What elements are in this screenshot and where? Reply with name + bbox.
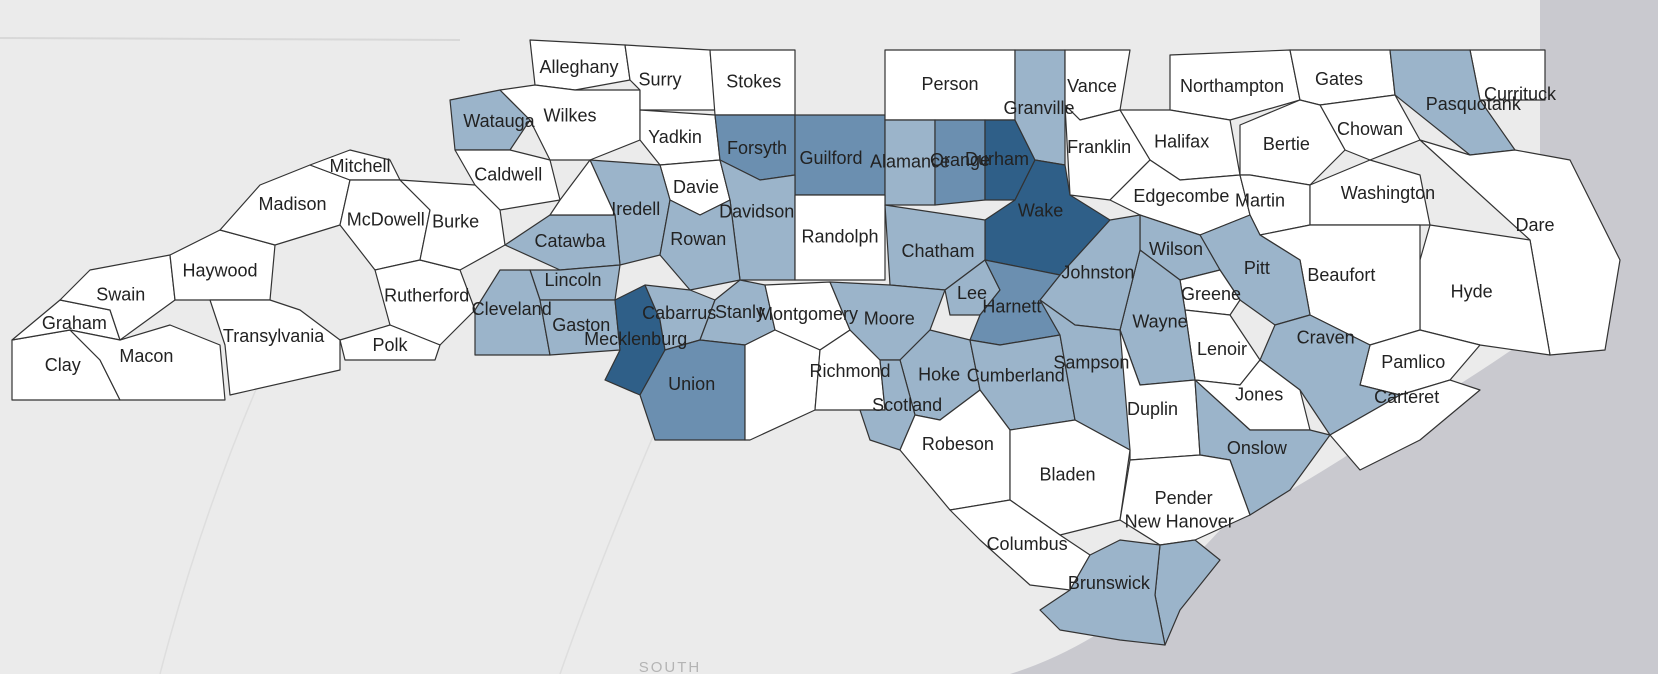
county-yadkin (639, 109, 721, 166)
county-burke (399, 179, 506, 271)
county-lincoln (529, 264, 621, 301)
state-border-line (559, 419, 661, 674)
county-scotland (859, 359, 916, 451)
state-border-line (0, 37, 461, 41)
county-mitchell (309, 149, 401, 181)
county-brunswick (1039, 539, 1166, 646)
county-currituck (1469, 49, 1546, 101)
county-northampton (1169, 49, 1301, 121)
county-guilford (794, 114, 886, 196)
county-carteret (1329, 379, 1481, 471)
county-polk (339, 324, 441, 361)
county-person (884, 49, 1016, 121)
county-pender (1119, 454, 1251, 546)
county-stokes (709, 49, 796, 116)
state-border-line (159, 379, 261, 674)
basemap-label: SOUTH (639, 659, 702, 674)
ocean (1010, 0, 1658, 674)
county-layer (11, 39, 1621, 646)
county-alleghany (529, 39, 631, 91)
county-catawba (504, 214, 621, 271)
county-washington (1309, 159, 1431, 226)
county-madison (219, 164, 351, 246)
county-anson (744, 329, 821, 441)
county-gaston (539, 299, 621, 356)
county-watauga (449, 89, 531, 151)
county-alexander (549, 159, 616, 216)
county-alamance (884, 119, 936, 206)
county-macon (69, 324, 226, 401)
county-transylvania (209, 299, 341, 396)
county-orange (934, 119, 986, 206)
county-randolph (794, 194, 886, 281)
